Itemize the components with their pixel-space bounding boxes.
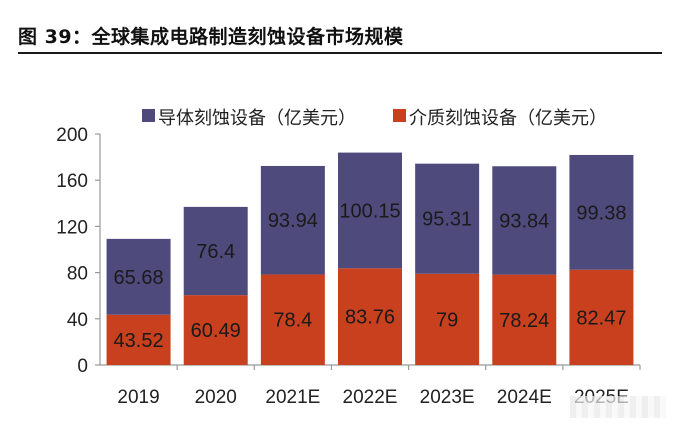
x-tick-label: 2019 xyxy=(117,387,159,408)
y-tick-label: 40 xyxy=(67,310,88,331)
legend-swatch-dielectric xyxy=(393,109,406,122)
conductor-etch-bar xyxy=(569,154,634,270)
legend-label-dielectric: 介质刻蚀设备（亿美元） xyxy=(409,108,607,129)
conductor-etch-value-label: 99.38 xyxy=(576,202,626,224)
conductor-etch-value-label: 95.31 xyxy=(422,209,472,231)
dielectric-etch-value-label: 78.24 xyxy=(499,310,549,332)
conductor-etch-value-label: 65.68 xyxy=(114,267,164,289)
dielectric-etch-bar xyxy=(492,274,557,365)
x-tick-label: 2020 xyxy=(195,387,237,408)
watermark xyxy=(570,396,666,418)
conductor-etch-bar xyxy=(415,163,480,274)
y-tick-label: 0 xyxy=(77,356,88,377)
dielectric-etch-value-label: 78.4 xyxy=(273,310,312,332)
dielectric-etch-bar xyxy=(183,295,248,365)
y-tick-label: 120 xyxy=(56,217,88,238)
dielectric-etch-bar xyxy=(338,268,402,365)
x-tick-label: 2022E xyxy=(343,387,398,408)
conductor-etch-value-label: 100.15 xyxy=(339,200,400,222)
conductor-etch-bar xyxy=(106,238,171,315)
dielectric-etch-value-label: 83.76 xyxy=(345,307,395,329)
title-rule xyxy=(18,52,662,54)
conductor-etch-value-label: 93.94 xyxy=(268,210,318,232)
dielectric-etch-value-label: 79 xyxy=(436,309,458,331)
conductor-etch-bar xyxy=(260,165,325,275)
dielectric-etch-bar xyxy=(106,314,171,365)
dielectric-etch-value-label: 43.52 xyxy=(114,330,164,352)
dielectric-etch-bar xyxy=(260,274,325,365)
y-tick-label: 80 xyxy=(67,264,88,285)
figure-title: 图 39：全球集成电路制造刻蚀设备市场规模 xyxy=(18,26,404,48)
dielectric-etch-value-label: 82.47 xyxy=(576,307,626,329)
x-tick-label: 2021E xyxy=(265,387,320,408)
y-tick-label: 200 xyxy=(56,125,88,146)
legend-swatch-conductor xyxy=(142,109,155,122)
x-tick-label: 2023E xyxy=(420,387,475,408)
conductor-etch-bar xyxy=(183,206,248,296)
conductor-etch-value-label: 76.4 xyxy=(196,241,235,263)
conductor-etch-bar xyxy=(492,166,557,275)
conductor-etch-value-label: 93.84 xyxy=(499,210,549,232)
dielectric-etch-value-label: 60.49 xyxy=(191,320,241,342)
legend-label-conductor: 导体刻蚀设备（亿美元） xyxy=(158,108,356,129)
x-tick-label: 2024E xyxy=(497,387,552,408)
conductor-etch-bar xyxy=(338,152,402,269)
dielectric-etch-bar xyxy=(415,273,480,365)
y-tick-label: 160 xyxy=(56,171,88,192)
dielectric-etch-bar xyxy=(569,269,634,365)
